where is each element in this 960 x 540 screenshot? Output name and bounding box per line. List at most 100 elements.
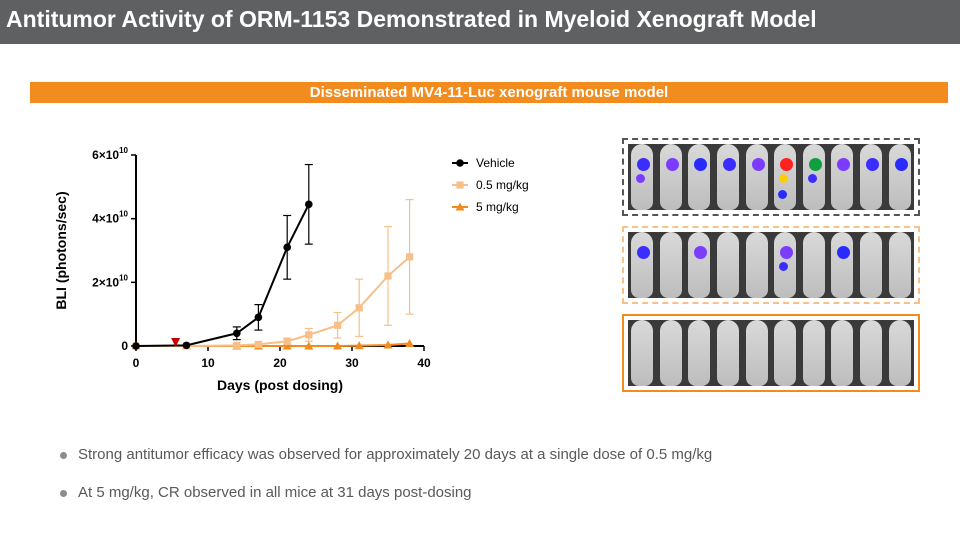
mouse-image — [774, 320, 797, 386]
mouse-image — [745, 320, 768, 386]
bioluminescence-spot — [808, 158, 822, 171]
legend-entry: Vehicle — [452, 156, 515, 170]
mouse-image — [831, 232, 854, 298]
x-tick-label: 40 — [417, 356, 431, 370]
data-point — [305, 200, 313, 209]
bioluminescence-spot — [694, 246, 708, 259]
mouse-image — [860, 144, 883, 210]
data-point — [233, 329, 241, 338]
y-tick-label: 6×1010 — [92, 146, 128, 162]
bioluminescence-spot — [837, 158, 851, 171]
mouse-image — [774, 232, 797, 298]
mouse-image — [631, 320, 654, 386]
bli-line-chart: 0 10 20 30 40 0 2×1010 4×1010 6×1010 Days (post d… — [53, 146, 529, 393]
mouse-image — [631, 144, 654, 210]
data-point — [233, 341, 241, 349]
mouse-image — [888, 232, 911, 298]
y-axis-label: BLI (photons/sec) — [53, 191, 69, 309]
legend-entry: 5 mg/kg — [452, 200, 519, 214]
data-point — [354, 341, 364, 350]
series-line — [136, 256, 411, 347]
mouse-image — [659, 320, 682, 386]
mouse-image — [659, 144, 682, 210]
y-tick-label: 4×1010 — [92, 210, 128, 226]
bioluminescence-spot — [637, 158, 651, 171]
mouse-image — [802, 144, 825, 210]
series-line — [135, 203, 310, 347]
finding-bullet: At 5 mg/kg, CR observed in all mice at 3… — [60, 484, 940, 501]
y-tick-label: 2×1010 — [92, 273, 128, 289]
page-title: Antitumor Activity of ORM-1153 Demonstra… — [6, 6, 817, 32]
mouse-image — [831, 144, 854, 210]
data-point — [182, 341, 191, 350]
mouse-image — [860, 320, 883, 386]
data-point — [333, 341, 343, 350]
mouse-image — [888, 320, 911, 386]
mouse-image — [831, 320, 854, 386]
bioluminescence-spot — [779, 262, 789, 271]
data-point — [305, 331, 313, 339]
data-point — [283, 243, 291, 252]
bioluminescence-spot — [837, 246, 851, 259]
bioluminescence-spot — [665, 158, 679, 171]
data-point — [283, 337, 291, 345]
mouse-image — [860, 232, 883, 298]
legend-label: 0.5 mg/kg — [476, 178, 529, 192]
findings-list: Strong antitumor efficacy was observed f… — [60, 446, 940, 522]
mouse-image — [717, 144, 740, 210]
legend-entry: 0.5 mg/kg — [452, 178, 529, 192]
mouse-image — [888, 144, 911, 210]
bioluminescence-spot — [807, 174, 817, 183]
legend-marker — [456, 181, 464, 189]
x-tick-label: 10 — [201, 356, 215, 370]
legend-label: 5 mg/kg — [476, 200, 519, 214]
mouse-image — [688, 232, 711, 298]
x-tick-label: 20 — [273, 356, 287, 370]
mouse-image — [774, 144, 797, 210]
mouse-image — [688, 144, 711, 210]
y-tick-label: 0 — [121, 339, 128, 353]
vehicle-mice-image — [622, 138, 920, 216]
data-point — [304, 341, 314, 350]
legend-marker — [456, 159, 464, 167]
bioluminescence-spot — [637, 246, 651, 259]
series-0-5-mg-kg — [132, 198, 414, 350]
data-point — [383, 340, 393, 349]
bioluminescence-spot — [894, 158, 908, 171]
mouse-image — [717, 320, 740, 386]
x-axis-label: Days (post dosing) — [217, 377, 343, 393]
bioluminescence-spot — [779, 174, 789, 183]
series-vehicle — [132, 163, 313, 350]
mouse-image — [802, 232, 825, 298]
legend-label: Vehicle — [476, 156, 515, 170]
mouse-image — [688, 320, 711, 386]
data-point — [384, 272, 392, 280]
high-dose-mice-image — [622, 314, 920, 392]
mouse-image — [631, 232, 654, 298]
data-point — [132, 342, 140, 350]
bioluminescence-spot — [866, 158, 880, 171]
bioluminescence-spot — [636, 174, 646, 183]
x-tick-label: 0 — [133, 356, 140, 370]
bioluminescence-spot — [780, 158, 794, 171]
low-dose-mice-image — [622, 226, 920, 304]
mouse-image — [802, 320, 825, 386]
bioluminescence-spot — [723, 158, 737, 171]
mouse-image — [745, 232, 768, 298]
finding-bullet: Strong antitumor efficacy was observed f… — [60, 446, 940, 463]
legend-marker — [455, 202, 465, 211]
dosing-marker — [171, 338, 181, 347]
title-bar: Antitumor Activity of ORM-1153 Demonstra… — [0, 0, 960, 44]
bioluminescence-spot — [778, 190, 788, 199]
bioluminescence-spot — [694, 158, 708, 171]
data-point — [254, 340, 262, 349]
data-point — [254, 313, 263, 322]
data-point — [406, 253, 414, 261]
mouse-image — [659, 232, 682, 298]
mouse-image — [717, 232, 740, 298]
data-point — [405, 338, 415, 347]
data-point — [355, 304, 363, 312]
data-point — [282, 341, 292, 350]
mouse-image — [745, 144, 768, 210]
model-banner: Disseminated MV4-11-Luc xenograft mouse … — [30, 82, 948, 103]
